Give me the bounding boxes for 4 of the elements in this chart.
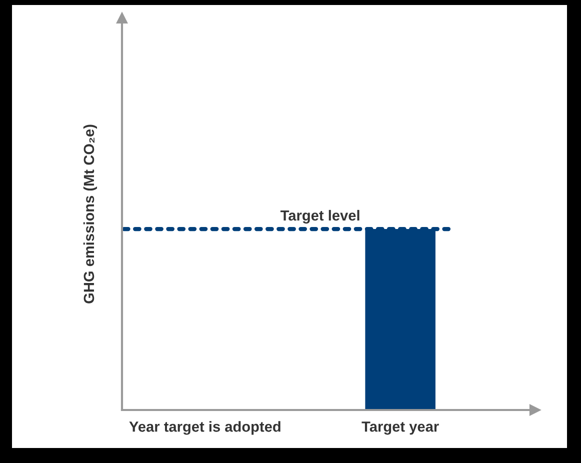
x-tick-label: Target year — [362, 422, 439, 435]
x-tick-label: Year target is adopted — [129, 421, 280, 435]
ref-line-label: Target level — [280, 210, 360, 224]
y-axis-title: GHG emissions (Mt CO₂e) — [83, 124, 97, 304]
